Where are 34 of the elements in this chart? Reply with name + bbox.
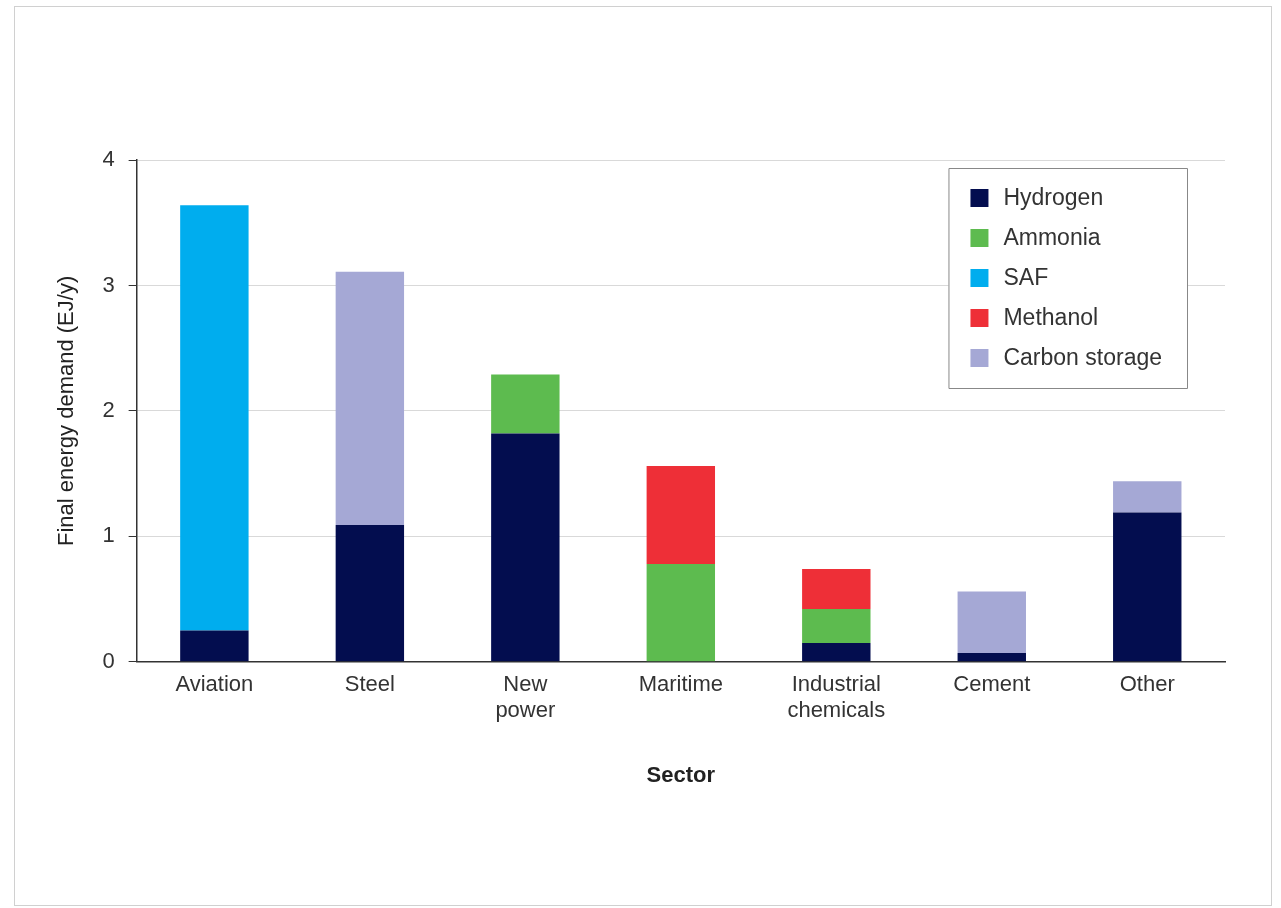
bar — [957, 653, 1026, 662]
bar — [646, 466, 716, 564]
bar — [802, 642, 871, 662]
y-tick-label: 1 — [102, 522, 115, 548]
x-tick-label: Steel — [344, 671, 395, 697]
x-tick-label: Other — [1119, 671, 1175, 697]
x-tick-label: Aviation — [175, 671, 254, 697]
bar — [335, 271, 405, 526]
legend-label: Ammonia — [1003, 224, 1101, 251]
bar — [646, 563, 716, 662]
legend-label: Carbon storage — [1003, 344, 1163, 371]
y-tick-label: 3 — [102, 271, 115, 297]
legend-label: Hydrogen — [1003, 184, 1104, 211]
bar — [802, 609, 871, 643]
bar — [180, 630, 249, 662]
bar — [335, 525, 405, 662]
bar — [180, 205, 249, 631]
y-axis-title: Final energy demand (EJ/y) — [53, 275, 79, 547]
bar — [491, 433, 560, 662]
y-tick-label: 4 — [102, 146, 115, 172]
y-tick-label: 2 — [102, 396, 115, 422]
legend-label: Methanol — [1003, 304, 1099, 331]
legend-label: SAF — [1003, 264, 1049, 291]
x-tick-label: New power — [495, 671, 556, 723]
bar — [491, 374, 560, 434]
x-tick-label: Maritime — [638, 671, 723, 697]
x-axis-title: Sector — [646, 761, 716, 787]
bar — [802, 568, 871, 610]
x-tick-label: Cement — [953, 671, 1031, 697]
bar — [957, 591, 1026, 654]
y-tick-label: 0 — [102, 647, 115, 673]
bar — [1113, 481, 1182, 513]
x-tick-label: Industrial chemicals — [787, 671, 886, 723]
bar — [1113, 512, 1182, 662]
